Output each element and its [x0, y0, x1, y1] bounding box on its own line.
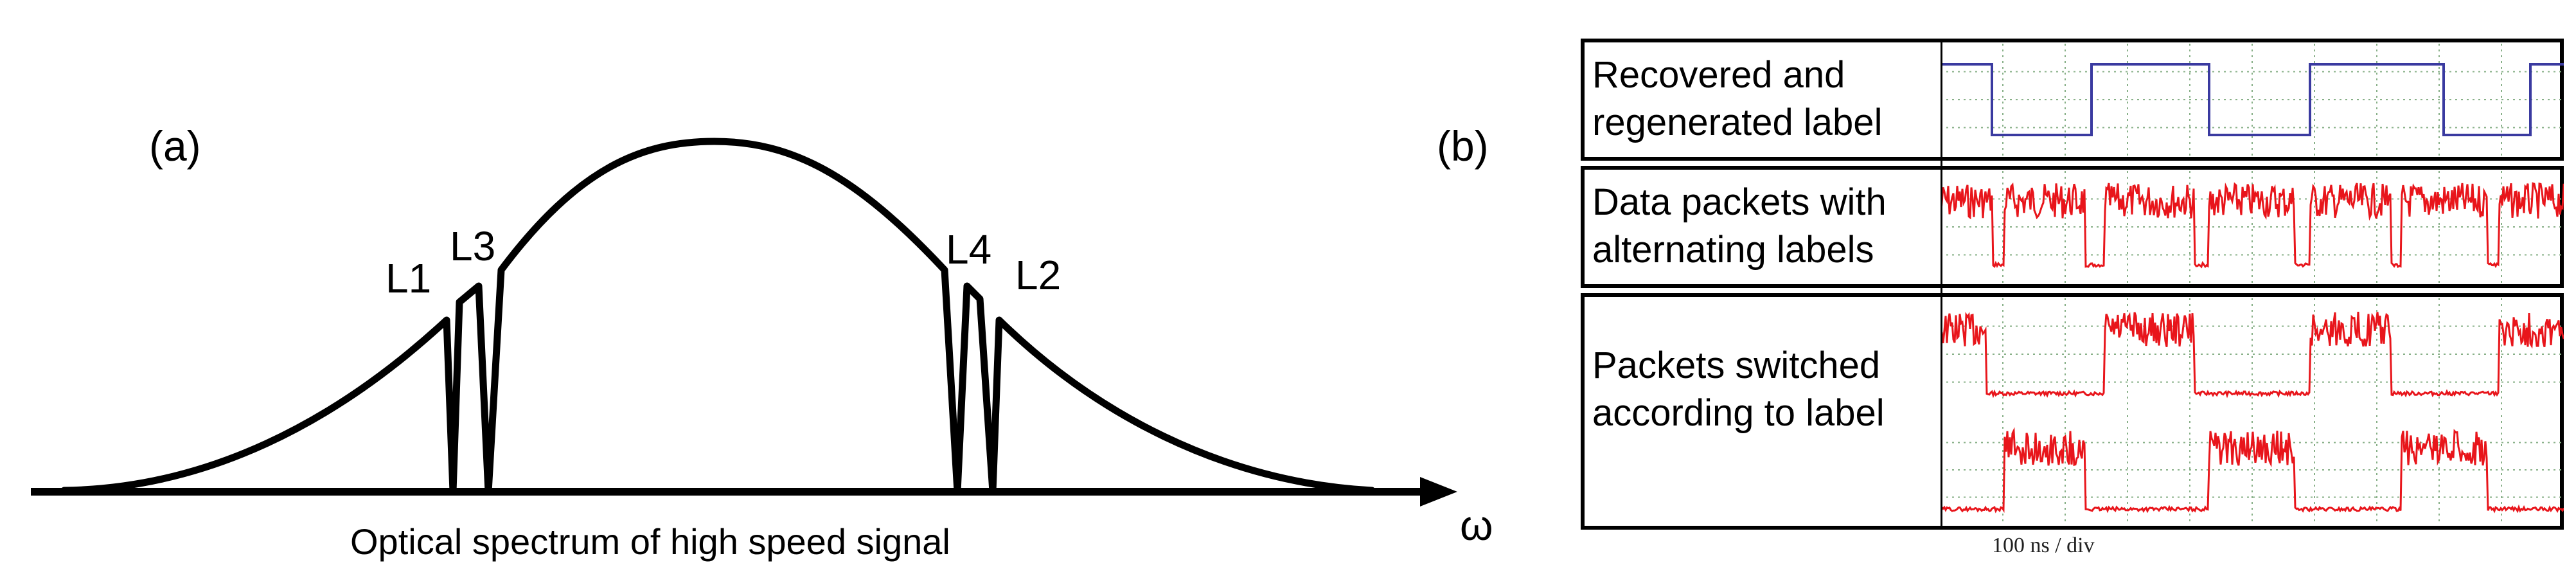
switched-packets-trace-1 — [1941, 312, 2564, 399]
panel-b-tag: (b) — [1437, 122, 1489, 170]
panel-a-tag: (a) — [149, 122, 201, 170]
row-label-switched: Packets switched according to label — [1592, 345, 1885, 434]
scope-waveforms — [1941, 63, 2564, 514]
switched-packets-trace-2 — [1941, 427, 2564, 514]
scope-traces — [1941, 39, 2564, 530]
notch-label-l1: L1 — [386, 255, 431, 301]
spectrum-diagram: (a) ω L1 L3 L4 L2 Optical spectrum of hi… — [31, 122, 1493, 562]
spectrum-caption: Optical spectrum of high speed signal — [350, 521, 950, 562]
row-recovered-label: Recovered and regenerated label — [1581, 39, 2564, 161]
row-label-data: Data packets with alternating labels — [1592, 181, 1887, 271]
scope-screen-grid — [1941, 44, 2564, 156]
row-label-recovered: Recovered and regenerated label — [1592, 54, 1883, 143]
recovered-label-trace — [1941, 63, 2564, 136]
scope-panel: Recovered and regenerated label Data pac… — [1581, 39, 2570, 546]
spectrum-curve — [60, 138, 1376, 496]
time-scale-label: 100 ns / div — [1992, 534, 2095, 557]
row-data-packets: Data packets with alternating labels — [1581, 166, 2564, 288]
notch-label-l4: L4 — [946, 226, 991, 273]
notch-label-l2: L2 — [1015, 252, 1061, 298]
axis-omega-symbol: ω — [1460, 501, 1493, 549]
scope-screen-grid — [1941, 415, 2564, 525]
panel-b-tag-svg: (b) — [1437, 122, 1489, 170]
axis-arrowhead — [1420, 477, 1457, 507]
data-packets-trace — [1941, 182, 2564, 269]
row-switched-packets: Packets switched according to label — [1581, 293, 2564, 530]
notch-label-l3: L3 — [450, 223, 495, 269]
